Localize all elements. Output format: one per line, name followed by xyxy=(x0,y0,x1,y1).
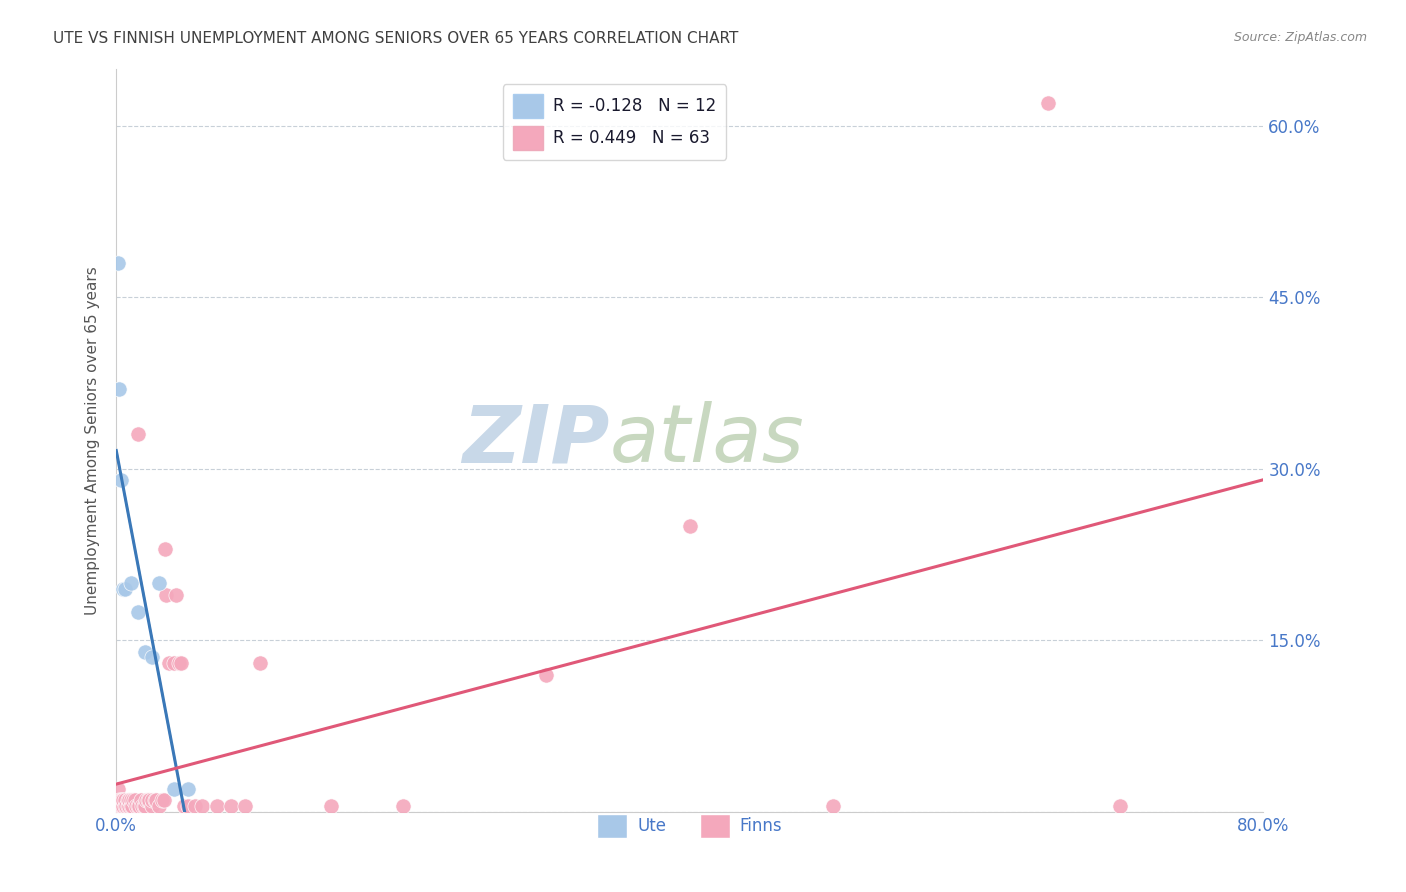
Point xyxy=(120,793,142,807)
Point xyxy=(114,793,136,807)
Point xyxy=(169,657,191,671)
Point xyxy=(141,799,163,814)
Point xyxy=(219,799,242,814)
Point xyxy=(112,799,135,814)
Point xyxy=(392,799,415,814)
Text: ZIP: ZIP xyxy=(463,401,610,479)
Point xyxy=(145,793,167,807)
Point xyxy=(118,793,141,807)
Point xyxy=(134,799,156,814)
Point xyxy=(110,473,132,487)
Point xyxy=(107,793,129,807)
Point xyxy=(118,799,141,814)
Point xyxy=(132,799,155,814)
Point xyxy=(141,793,163,807)
Point xyxy=(173,799,195,814)
Point xyxy=(114,582,136,596)
Text: atlas: atlas xyxy=(610,401,804,479)
Point xyxy=(157,657,180,671)
Point xyxy=(115,799,138,814)
Point xyxy=(155,588,177,602)
Point xyxy=(136,793,159,807)
Point xyxy=(108,799,131,814)
Point xyxy=(127,799,149,814)
Point xyxy=(125,799,148,814)
Point xyxy=(152,793,174,807)
Point xyxy=(120,799,142,814)
Point xyxy=(117,799,139,814)
Point xyxy=(107,256,129,270)
Point xyxy=(111,799,134,814)
Point xyxy=(111,793,134,807)
Point xyxy=(679,519,702,533)
Point xyxy=(166,588,188,602)
Point xyxy=(321,799,343,814)
Point xyxy=(108,793,131,807)
Point xyxy=(127,605,149,619)
Point xyxy=(124,793,146,807)
Point xyxy=(127,427,149,442)
Point xyxy=(148,799,170,814)
Y-axis label: Unemployment Among Seniors over 65 years: Unemployment Among Seniors over 65 years xyxy=(86,266,100,615)
Point xyxy=(143,793,166,807)
Point xyxy=(110,793,132,807)
Point xyxy=(135,793,157,807)
Point xyxy=(148,576,170,591)
Point xyxy=(153,541,176,556)
Point xyxy=(108,382,131,396)
Point xyxy=(120,576,142,591)
Point xyxy=(112,793,135,807)
Point xyxy=(117,793,139,807)
Point xyxy=(162,782,184,797)
Point xyxy=(112,582,135,596)
Point xyxy=(162,657,184,671)
Point xyxy=(129,793,152,807)
Text: UTE VS FINNISH UNEMPLOYMENT AMONG SENIORS OVER 65 YEARS CORRELATION CHART: UTE VS FINNISH UNEMPLOYMENT AMONG SENIOR… xyxy=(53,31,738,46)
Point xyxy=(107,799,129,814)
Point xyxy=(191,799,214,814)
Point xyxy=(1038,95,1060,110)
Point xyxy=(141,650,163,665)
Point xyxy=(110,799,132,814)
Text: Source: ZipAtlas.com: Source: ZipAtlas.com xyxy=(1233,31,1367,45)
Point xyxy=(1109,799,1132,814)
Point xyxy=(233,799,256,814)
Point xyxy=(249,657,271,671)
Point xyxy=(131,799,153,814)
Point xyxy=(128,799,150,814)
Point xyxy=(114,799,136,814)
Point xyxy=(170,657,193,671)
Point xyxy=(134,645,156,659)
Point xyxy=(150,793,173,807)
Point xyxy=(177,782,200,797)
Point xyxy=(205,799,228,814)
Point xyxy=(823,799,845,814)
Legend: Ute, Finns: Ute, Finns xyxy=(591,807,789,845)
Point xyxy=(184,799,207,814)
Point xyxy=(107,782,129,797)
Point xyxy=(122,793,145,807)
Point xyxy=(138,793,160,807)
Point xyxy=(121,799,143,814)
Point xyxy=(177,799,200,814)
Point xyxy=(536,667,558,681)
